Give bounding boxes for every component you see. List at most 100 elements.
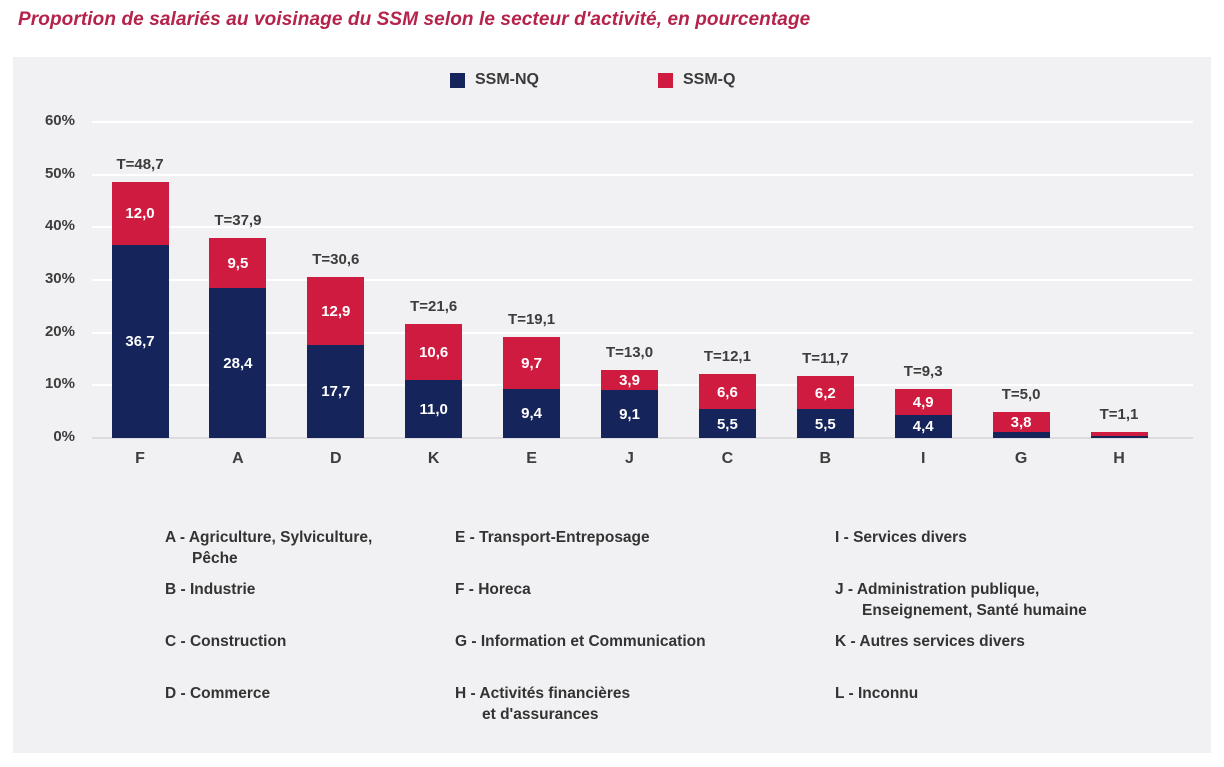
bar-B: 5,5 6,2 xyxy=(796,376,854,438)
x-category-label: J xyxy=(625,450,634,467)
ssm-q-swatch-icon xyxy=(658,72,673,88)
y-tick-label: 20% xyxy=(44,322,75,340)
sector-key-item: B - Industrie xyxy=(165,581,256,598)
ssm-nq-value-label: 5,5 xyxy=(716,415,738,433)
x-category-label: H xyxy=(1113,450,1125,467)
ssm-q-value-label: 6,6 xyxy=(716,383,738,401)
bar-D: 17,7 12,9 xyxy=(307,276,365,438)
ssm-q-value-label: 3,9 xyxy=(619,371,640,389)
legend-item-ssm-nq: SSM-NQ xyxy=(450,71,539,89)
plot-area: 36,7 12,0 T=48,7 F 28,4 9,5 T=37,9 A 17,7 12,9 T=3… xyxy=(92,121,1193,467)
legend-label: SSM-Q xyxy=(683,71,736,88)
bar-segment-ssm-nq xyxy=(503,388,561,438)
x-category-label: E xyxy=(526,450,537,467)
bar-H xyxy=(1090,432,1148,438)
ssm-nq-value-label: 36,7 xyxy=(125,333,155,351)
ssm-nq-value-label: 5,5 xyxy=(814,415,836,433)
x-category-label: I xyxy=(920,450,926,467)
y-tick-label: 50% xyxy=(44,164,75,182)
x-category-label: F xyxy=(135,450,145,467)
bar-segment-ssm-q xyxy=(111,181,169,245)
chart-title: Proportion de salariés au voisinage du S… xyxy=(18,9,811,30)
bar-segment-ssm-nq xyxy=(601,390,658,438)
bar-segment-ssm-nq xyxy=(111,244,169,438)
sector-key-item: E - Transport-Entreposage xyxy=(455,529,650,546)
bar-segment-ssm-q xyxy=(601,369,658,391)
bar-segment-ssm-nq xyxy=(698,409,756,438)
bar-C: 5,5 6,6 xyxy=(698,374,756,438)
ssm-nq-value-label: 11,0 xyxy=(419,401,448,419)
total-label: T=9,3 xyxy=(903,363,943,381)
ssm-q-value-label: 4,9 xyxy=(912,393,934,411)
x-category-label: G xyxy=(1014,450,1028,467)
gridline-40% xyxy=(92,226,1193,229)
total-label: T=48,7 xyxy=(116,155,164,173)
legend-label: SSM-NQ xyxy=(475,71,539,88)
bar-segment-ssm-nq xyxy=(796,409,854,438)
sector-key-col1: A - Agriculture, Sylviculture, Pêche B -… xyxy=(165,527,435,735)
sector-key-item: A - Agriculture, Sylviculture, Pêche xyxy=(165,529,373,567)
ssm-q-value-label: 10,6 xyxy=(419,344,449,362)
ssm-q-value-label: 9,5 xyxy=(227,255,249,273)
total-label: T=5,0 xyxy=(1001,385,1041,403)
sector-key-item: D - Commerce xyxy=(165,685,271,702)
bar-segment-ssm-q xyxy=(796,376,854,410)
bar-segment-ssm-q xyxy=(1090,432,1148,437)
bar-segment-ssm-nq xyxy=(1090,436,1148,438)
y-tick-label: 10% xyxy=(44,375,75,393)
bar-segment-ssm-q xyxy=(503,337,561,389)
sector-key-item: H - Activités financières et d'assurance… xyxy=(455,685,631,723)
ssm-q-value-label: 12,9 xyxy=(321,302,351,320)
gridline-60% xyxy=(92,121,1193,123)
total-label: T=21,6 xyxy=(410,298,458,316)
bar-G: 3,8 xyxy=(992,411,1050,438)
ssm-q-value-label: 6,2 xyxy=(814,384,836,402)
ssm-nq-swatch-icon xyxy=(450,72,465,88)
ssm-nq-value-label: 28,4 xyxy=(223,355,253,373)
x-category-label: K xyxy=(427,450,440,467)
ssm-nq-value-label: 9,4 xyxy=(521,405,543,423)
total-label: T=37,9 xyxy=(214,212,262,230)
y-tick-label: 30% xyxy=(44,270,75,287)
sector-key-item: I - Services divers xyxy=(835,529,967,546)
bar-segment-ssm-q xyxy=(894,389,952,415)
y-tick-label: 0% xyxy=(53,428,75,445)
total-label: T=30,6 xyxy=(312,250,360,268)
y-tick-label: 40% xyxy=(44,217,75,235)
total-label: T=13,0 xyxy=(605,343,654,361)
bar-segment-ssm-q xyxy=(698,374,756,410)
bar-segment-ssm-nq xyxy=(992,431,1050,438)
sector-key-item: C - Construction xyxy=(165,633,287,650)
y-axis: 0% 10% 20% 30% 40% 50% 60% xyxy=(13,57,92,477)
sector-key-item: F - Horeca xyxy=(455,581,531,598)
bar-A: 28,4 9,5 xyxy=(209,238,267,438)
x-category-label: C xyxy=(721,450,734,467)
chart-panel: SSM-NQ SSM-Q 0% 10% 20% 30% 40% 50% 60% 36,7 12… xyxy=(13,57,1211,753)
gridline-30% xyxy=(92,279,1193,281)
bar-segment-ssm-q xyxy=(209,238,267,289)
bar-J: 9,1 3,9 xyxy=(601,369,658,438)
sector-key-col3: I - Services divers J - Administration p… xyxy=(835,527,1165,735)
bar-segment-ssm-nq xyxy=(307,344,365,438)
ssm-nq-value-label: 4,4 xyxy=(912,418,934,436)
ssm-nq-value-label: 17,7 xyxy=(321,383,351,401)
total-label: T=19,1 xyxy=(508,311,556,329)
bar-segment-ssm-q xyxy=(307,276,365,345)
ssm-q-value-label: 3,8 xyxy=(1010,413,1032,431)
bar-segment-ssm-q xyxy=(405,324,463,381)
bar-K: 11,0 10,6 xyxy=(405,324,463,438)
x-category-label: D xyxy=(330,450,342,467)
bar-segment-ssm-nq xyxy=(894,414,952,438)
bar-segment-ssm-q xyxy=(992,411,1050,432)
gridline-0% xyxy=(92,437,1193,439)
bar-segment-ssm-nq xyxy=(405,380,463,438)
x-category-label: B xyxy=(819,450,832,467)
series-legend: SSM-NQ SSM-Q xyxy=(13,71,1211,95)
legend-item-ssm-q: SSM-Q xyxy=(658,71,735,89)
sector-key-item: K - Autres services divers xyxy=(835,633,1025,650)
sector-key-item: G - Information et Communication xyxy=(455,633,706,650)
sector-key-item: L - Inconnu xyxy=(835,685,919,702)
bar-E: 9,4 9,7 xyxy=(503,337,561,438)
ssm-q-value-label: 12,0 xyxy=(125,205,155,223)
